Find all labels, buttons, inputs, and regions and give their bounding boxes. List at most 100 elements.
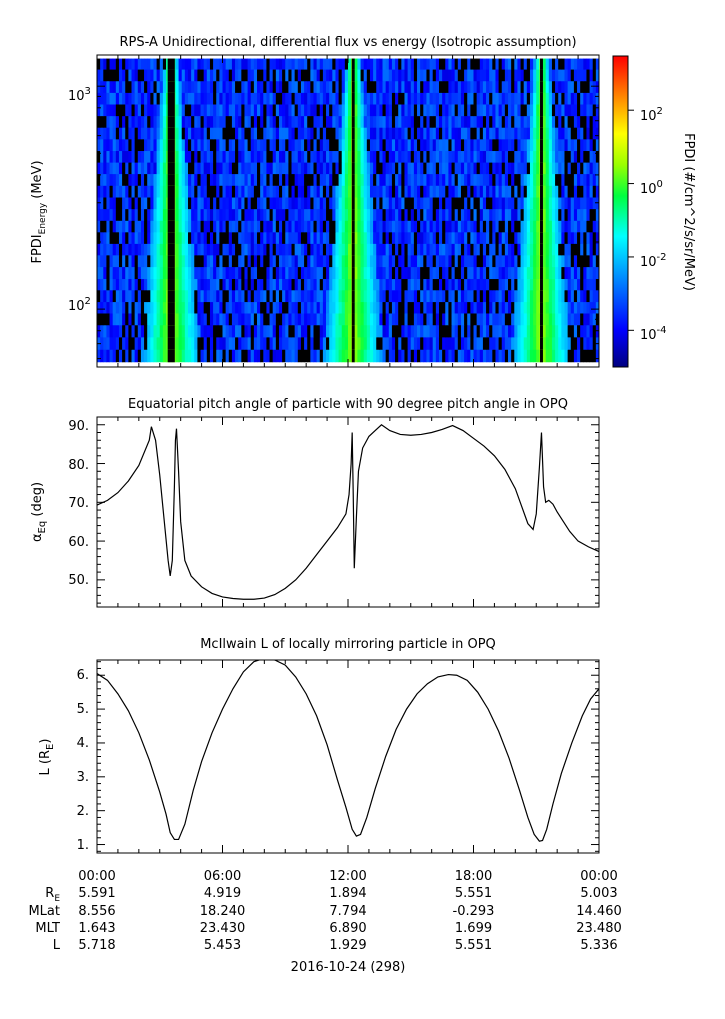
heatmap-cell	[313, 243, 318, 256]
heatmap-cell	[313, 104, 318, 117]
heatmap-cell	[294, 254, 299, 268]
heatmap-cell	[187, 231, 192, 244]
heatmap-cell	[508, 220, 512, 233]
heatmap-cell	[278, 127, 283, 140]
heatmap-cell	[373, 220, 377, 233]
heatmap-cell	[417, 231, 421, 244]
heatmap-cell	[580, 336, 584, 350]
heatmap-cell	[398, 289, 402, 303]
heatmap-cell	[316, 231, 321, 244]
heatmap-cell	[526, 185, 531, 198]
heatmap-cell	[131, 220, 136, 233]
heatmap-cell	[134, 301, 139, 314]
heatmap-cell	[457, 127, 462, 140]
heatmap-cell	[457, 185, 462, 198]
heatmap-cell	[191, 289, 195, 303]
heatmap-cell	[479, 289, 484, 303]
heatmap-cell	[432, 336, 437, 350]
heatmap-cell	[128, 243, 132, 256]
heatmap-cell	[577, 92, 581, 105]
heatmap-cell	[423, 185, 427, 198]
heatmap-cell	[536, 173, 540, 186]
heatmap-cell	[216, 301, 220, 314]
heatmap-cell	[140, 69, 145, 82]
heatmap-cell	[285, 266, 289, 280]
heatmap-cell	[508, 289, 512, 303]
heatmap-cell	[580, 231, 584, 244]
heatmap-cell	[106, 197, 110, 210]
heatmap-cell	[250, 162, 255, 175]
heatmap-cell	[115, 301, 120, 314]
heatmap-cell	[558, 336, 562, 350]
heatmap-cell	[307, 243, 311, 256]
heatmap-cell	[213, 301, 217, 314]
heatmap-cell	[536, 58, 540, 70]
heatmap-cell	[332, 92, 336, 105]
heatmap-cell	[435, 208, 440, 221]
heatmap-cell	[460, 231, 465, 244]
heatmap-cell	[316, 138, 321, 152]
heatmap-cell	[385, 278, 390, 291]
heatmap-cell	[103, 243, 107, 256]
heatmap-cell	[555, 80, 559, 93]
heatmap-cell	[213, 266, 217, 280]
heatmap-cell	[300, 104, 305, 117]
heatmap-cell	[222, 336, 227, 350]
heatmap-cell	[304, 92, 308, 105]
heatmap-cell	[404, 162, 409, 175]
heatmap-cell	[432, 324, 437, 338]
heatmap-cell	[167, 58, 175, 70]
heatmap-cell	[432, 349, 437, 363]
heatmap-cell	[285, 336, 289, 350]
heatmap-cell	[329, 173, 333, 186]
heatmap-cell	[167, 301, 175, 314]
ephemeris-value: 4.919	[204, 886, 241, 901]
heatmap-cell	[379, 301, 383, 314]
heatmap-cell	[184, 266, 189, 280]
heatmap-cell	[329, 336, 333, 350]
heatmap-cell	[442, 243, 446, 256]
heatmap-cell	[250, 58, 255, 70]
heatmap-cell	[385, 162, 390, 175]
heatmap-cell	[269, 185, 274, 198]
heatmap-cell	[159, 162, 164, 175]
heatmap-cell	[294, 336, 299, 350]
heatmap-cell	[573, 349, 578, 363]
heatmap-cell	[167, 208, 175, 221]
heatmap-cell	[369, 301, 374, 314]
heatmap-cell	[391, 162, 396, 175]
heatmap-cell	[376, 162, 380, 175]
heatmap-cell	[162, 197, 167, 210]
heatmap-cell	[595, 138, 600, 152]
heatmap-cell	[128, 104, 132, 117]
heatmap-cell	[247, 92, 252, 105]
heatmap-cell	[492, 220, 496, 233]
heatmap-cell	[310, 324, 314, 338]
heatmap-cell	[291, 80, 296, 93]
heatmap-cell	[153, 278, 158, 291]
heatmap-cell	[300, 220, 305, 233]
heatmap-cell	[388, 289, 393, 303]
heatmap-cell	[106, 173, 110, 186]
heatmap-cell	[467, 197, 471, 210]
heatmap-cell	[115, 220, 120, 233]
heatmap-cell	[222, 150, 227, 163]
heatmap-cell	[457, 324, 462, 338]
heatmap-cell	[567, 173, 572, 186]
heatmap-cell	[156, 80, 161, 93]
heatmap-cell	[241, 185, 245, 198]
heatmap-cell	[401, 162, 405, 175]
heatmap-cell	[445, 115, 449, 128]
heatmap-cell	[504, 231, 509, 244]
heatmap-cell	[257, 254, 261, 268]
heatmap-cell	[448, 80, 452, 93]
heatmap-cell	[479, 80, 484, 93]
heatmap-cell	[401, 127, 405, 140]
heatmap-cell	[209, 231, 214, 244]
heatmap-cell	[118, 301, 123, 314]
heatmap-cell	[432, 278, 437, 291]
heatmap-cell	[401, 336, 405, 350]
heatmap-cell	[589, 289, 594, 303]
heatmap-cell	[162, 150, 167, 163]
heatmap-cell	[489, 138, 493, 152]
